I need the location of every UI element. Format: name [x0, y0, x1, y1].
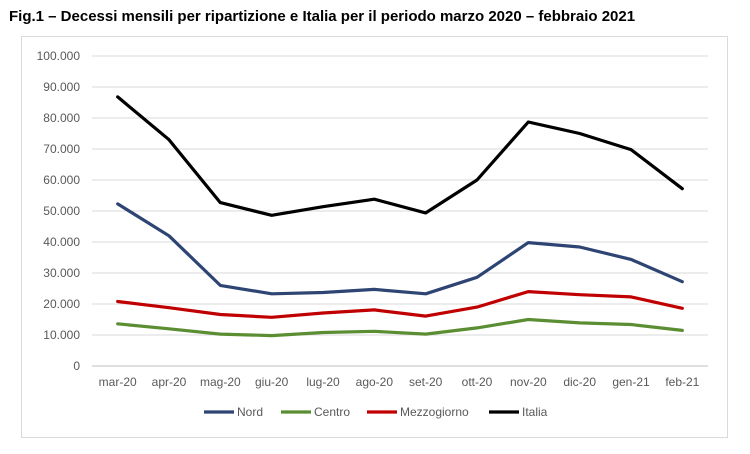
y-tick-label: 10.000 [43, 328, 80, 342]
x-tick-label: feb-21 [665, 375, 699, 389]
x-tick-label: dic-20 [563, 375, 596, 389]
y-tick-label: 30.000 [43, 266, 80, 280]
x-tick-label: mar-20 [99, 375, 137, 389]
y-tick-label: 60.000 [43, 173, 80, 187]
x-tick-label: mag-20 [200, 375, 241, 389]
chart-frame [21, 36, 728, 438]
x-tick-label: set-20 [409, 375, 443, 389]
y-tick-label: 90.000 [43, 80, 80, 94]
x-tick-label: apr-20 [152, 375, 187, 389]
legend-label-italia: Italia [522, 405, 548, 419]
y-tick-label: 100.000 [37, 49, 81, 63]
y-tick-label: 0 [73, 359, 80, 373]
series-line-nord [116, 202, 684, 296]
figure-title: Fig.1 – Decessi mensili per ripartizione… [9, 8, 636, 25]
x-tick-label: ott-20 [462, 375, 493, 389]
legend-label-nord: Nord [237, 405, 263, 419]
y-tick-label: 20.000 [43, 297, 80, 311]
x-tick-label: gen-21 [612, 375, 650, 389]
x-tick-label: ago-20 [356, 375, 394, 389]
y-tick-label: 50.000 [43, 204, 80, 218]
series-line-italia [116, 95, 684, 217]
y-tick-label: 40.000 [43, 235, 80, 249]
legend-label-mezzogiorno: Mezzogiorno [400, 405, 469, 419]
x-tick-label: nov-20 [510, 375, 547, 389]
legend-label-centro: Centro [314, 405, 350, 419]
x-tick-label: giu-20 [255, 375, 289, 389]
series-line-mezzogiorno [116, 290, 684, 319]
series-line-centro [116, 317, 684, 338]
y-tick-label: 80.000 [43, 111, 80, 125]
x-tick-label: lug-20 [306, 375, 340, 389]
y-tick-label: 70.000 [43, 142, 80, 156]
